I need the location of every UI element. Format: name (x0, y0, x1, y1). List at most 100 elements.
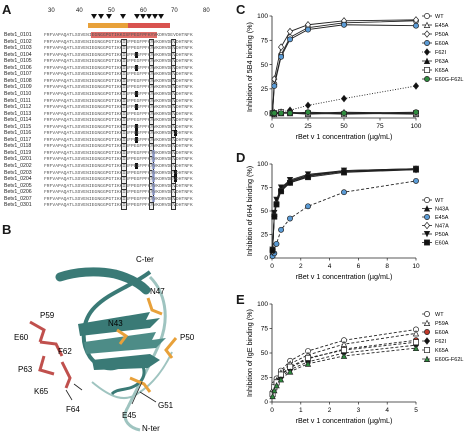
legend-marker (423, 231, 431, 238)
legend-label: E60G-F62L (435, 357, 463, 363)
label-f64: F64 (66, 405, 80, 414)
y-tick-label: 25 (261, 86, 269, 93)
legend-label: N43A (435, 207, 449, 213)
label-n43: N43 (108, 319, 123, 328)
x-axis-label: rBet v 1 concentration (µg/mL) (296, 272, 393, 281)
legend-label: WT (435, 312, 444, 318)
ruler-tick: 70 (171, 8, 178, 14)
data-point (341, 169, 347, 176)
chart-axes: 0 25 50 75 100 0 25 50 75 100 (257, 13, 422, 130)
ruler-tick: 30 (48, 8, 55, 14)
legend-label: F62I (435, 339, 446, 345)
legend-entry: F62I (422, 337, 446, 345)
y-tick-label: 0 (264, 399, 268, 406)
data-point (305, 203, 311, 210)
isoform-name: Betv1_0107 (4, 71, 32, 78)
residue-mark (170, 202, 177, 211)
data-point (271, 386, 278, 394)
isoform-sequence: FRFVAPAQATLSSVENIEGNGGPGTIKKISFPEGFPFKYV… (44, 52, 193, 58)
isoform-sequence: FRFVAPAQATLSSVENIEGNGGPGTIKKISFPEGFPFKYV… (44, 170, 193, 176)
isoform-sequence: FRFVAPAQATLSSVENIEGNGGPGTIKKISFPEGFPFKYV… (44, 39, 193, 45)
isoform-name: Betv1_0113 (4, 110, 32, 117)
legend-label: WT (435, 198, 444, 204)
label-n-ter: N-ter (142, 424, 160, 432)
label-k65: K65 (34, 387, 49, 396)
panel-letter-e: E (236, 292, 245, 307)
residue-mark (135, 64, 139, 71)
isoform-sequence: FRFVAPAQATLSSVENIEGNGGPGTIKKISFPEGFPFKYV… (44, 144, 193, 150)
residue-mark (151, 176, 155, 183)
x-tick-label: 1 (299, 407, 303, 414)
residue-mark (135, 123, 139, 130)
y-tick-label: 25 (261, 375, 269, 382)
legend-entry: E60A (422, 329, 449, 336)
isoform-name: Betv1_0206 (4, 189, 32, 196)
series-line (272, 168, 417, 251)
legend-label: E60A (435, 241, 449, 247)
legend-marker (424, 40, 430, 46)
x-tick-label: 0 (270, 263, 274, 270)
isoform-sequence: FRFVAPAQATLSSVENIEGNGGPGTIKKISFPEGFPFKYV… (44, 183, 193, 189)
legend-entry: E45A (422, 214, 449, 221)
isoform-name: Betv1_0119 (4, 149, 32, 156)
legend-marker (424, 197, 430, 203)
data-point (413, 339, 419, 346)
data-point (340, 94, 348, 103)
residue-mark (135, 136, 139, 143)
data-point (273, 381, 280, 389)
legend-entry: E60A (422, 40, 449, 47)
y-axis-label: Inhibition of 6H4 binding (%) (245, 166, 254, 256)
data-point (305, 109, 311, 116)
ruler-tick: 60 (140, 8, 147, 14)
legend-label: N47A (435, 224, 449, 230)
y-tick-label: 75 (261, 326, 269, 333)
isoform-sequence: FRFVAPAQATLSSVENIEGNGGPGTIKKISFPEGFPFKYV… (44, 98, 193, 104)
residue-mark (173, 169, 178, 176)
legend-marker (423, 57, 431, 64)
mutation-arrows (91, 14, 164, 19)
legend-entry: E60G-F62L (422, 355, 463, 363)
legend-label: E45A (435, 23, 449, 29)
series-line (272, 332, 417, 394)
legend-label: P59A (435, 321, 449, 327)
data-point (278, 53, 285, 60)
alignment-row: Betv1_0301 FRFVAPAQATLSSVENIEGNGGPGTIKKIS… (0, 202, 230, 211)
label-n47: N47 (150, 287, 165, 296)
orange-residues (116, 297, 178, 393)
alignment-row: Betv1_0104 FRFVAPAQATLSSVENIEGNGGPGTIKKIS… (0, 51, 230, 60)
isoform-name: Betv1_0117 (4, 136, 32, 143)
legend-marker (423, 319, 431, 326)
x-tick-label: 3 (357, 407, 361, 414)
label-p50: P50 (180, 333, 195, 342)
data-point (287, 36, 293, 43)
legend-entry: P63A (422, 57, 449, 65)
isoform-sequence: FRFVAPAQATLSSVENIEGNGGPGTIKKISFPEGFPFKYV… (44, 111, 193, 117)
data-point (412, 344, 420, 352)
y-tick-label: 100 (257, 301, 268, 308)
x-tick-label: 2 (299, 263, 303, 270)
legend-marker (423, 30, 431, 38)
data-point (271, 82, 278, 89)
legend-label: E60A (435, 330, 449, 336)
legend-entry: K65A (422, 67, 449, 74)
x-tick-label: 5 (414, 407, 418, 414)
panel-letter-d: D (236, 150, 246, 165)
legend-marker (423, 48, 431, 56)
x-axis-label: rBet v 1 concentration (µg/mL) (296, 132, 393, 141)
data-point (341, 110, 347, 117)
label-leader-lines (65, 381, 157, 405)
series-line (272, 329, 417, 393)
residue-mark (151, 156, 155, 163)
isoform-name: Betv1_0109 (4, 84, 32, 91)
residue-mark (135, 163, 139, 169)
legend-label: K65A (435, 348, 449, 354)
alignment-row: Betv1_0204 FRFVAPAQATLSSVENIEGNGGPGTIKKIS… (0, 176, 230, 185)
legend-entry: F62I (422, 48, 446, 56)
legend-entry: WT (422, 311, 444, 318)
data-point (278, 226, 285, 233)
data-point (286, 368, 294, 375)
legend-entry: E60A (422, 239, 449, 247)
data-point (287, 215, 293, 222)
data-point (269, 392, 276, 400)
